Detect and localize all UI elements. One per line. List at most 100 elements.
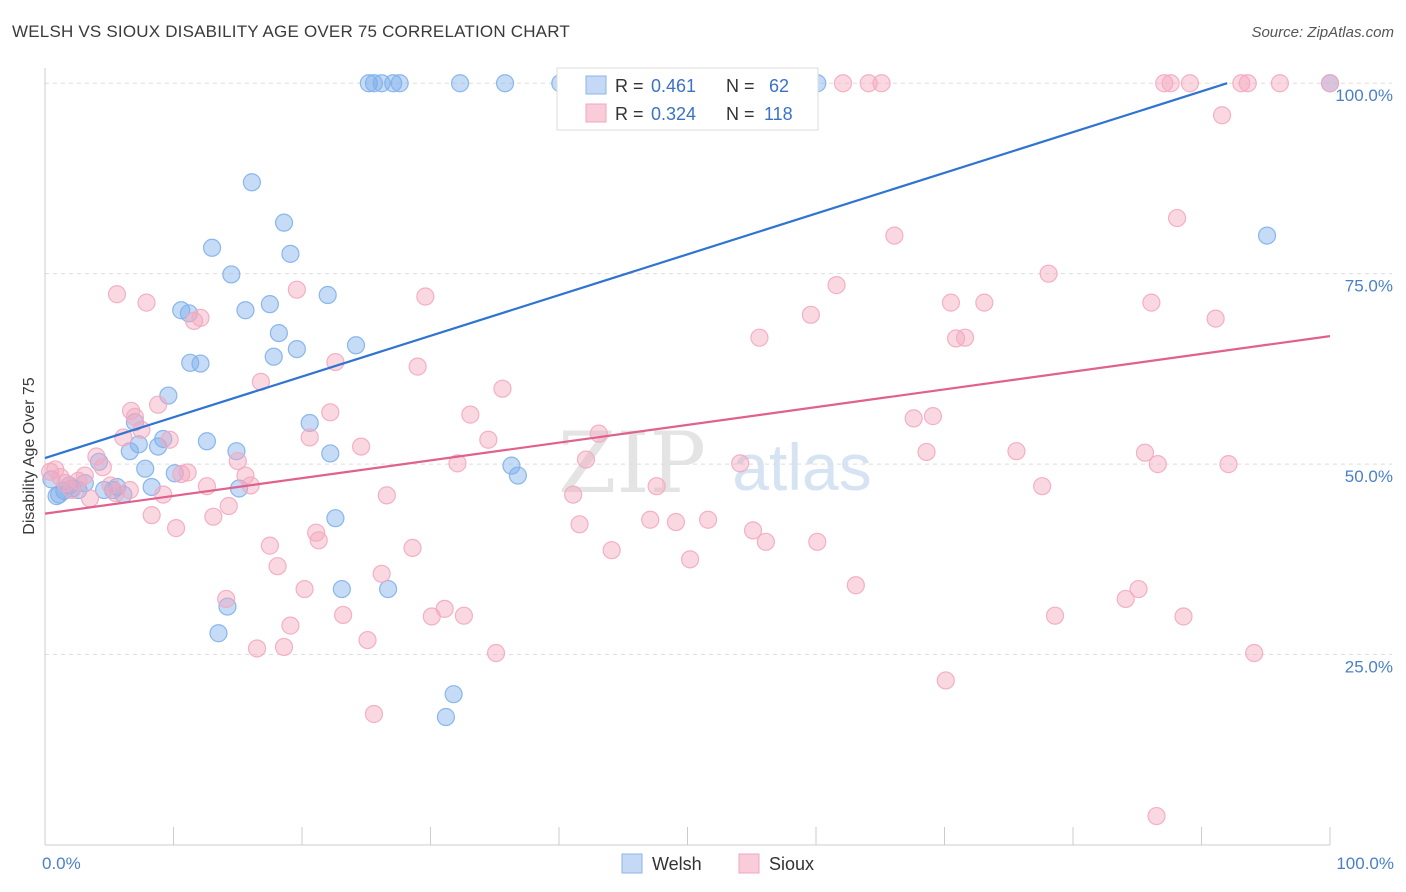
point-sioux-80 xyxy=(756,532,775,551)
bottom-legend-swatch-welsh xyxy=(621,853,643,874)
point-sioux-109 xyxy=(1167,208,1187,228)
point-sioux-41 xyxy=(287,280,306,299)
point-welsh-61 xyxy=(1257,226,1277,245)
source-label: Source: ZipAtlas.com xyxy=(1251,24,1394,41)
point-sioux-24 xyxy=(172,464,191,484)
point-welsh-16 xyxy=(136,459,155,478)
point-sioux-20 xyxy=(148,395,168,414)
point-sioux-18 xyxy=(137,293,156,312)
y-tick-label-75: 75.0% xyxy=(1345,277,1393,296)
point-sioux-45 xyxy=(309,531,328,550)
point-sioux-9 xyxy=(93,458,112,477)
point-sioux-72 xyxy=(647,477,666,496)
watermark-zip: ZIP xyxy=(558,414,706,512)
point-sioux-71 xyxy=(641,510,660,529)
point-sioux-113 xyxy=(1212,106,1232,125)
point-sioux-97 xyxy=(1007,442,1026,461)
point-sioux-14 xyxy=(120,480,139,500)
point-welsh-54 xyxy=(444,685,463,704)
point-welsh-25 xyxy=(191,354,210,373)
point-welsh-56 xyxy=(495,74,515,93)
y-tick-label-50: 50.0% xyxy=(1345,467,1393,486)
point-welsh-15 xyxy=(129,435,148,454)
point-sioux-23 xyxy=(166,519,186,538)
point-sioux-104 xyxy=(1142,293,1161,312)
point-welsh-33 xyxy=(236,301,255,320)
y-tick-label-100: 100.0% xyxy=(1335,86,1393,105)
point-sioux-58 xyxy=(435,599,454,618)
point-sioux-103 xyxy=(1135,443,1155,462)
point-sioux-68 xyxy=(589,424,608,443)
bottom-legend-label-welsh: Welsh xyxy=(652,854,702,874)
point-sioux-63 xyxy=(486,643,506,663)
point-sioux-43 xyxy=(300,428,319,447)
point-sioux-118 xyxy=(1270,74,1289,93)
point-welsh-24 xyxy=(181,353,200,372)
point-sioux-32 xyxy=(228,451,247,471)
point-sioux-60 xyxy=(454,606,474,625)
correlation-legend: R = 0.461 N = 62 R = 0.324 N = 118 xyxy=(556,67,819,131)
point-sioux-4 xyxy=(62,480,82,500)
point-sioux-11 xyxy=(106,483,125,503)
trend-line-sioux xyxy=(44,335,1331,515)
point-sioux-13 xyxy=(114,428,133,447)
point-sioux-51 xyxy=(364,704,384,724)
point-sioux-79 xyxy=(750,328,769,347)
gridlines xyxy=(45,82,1392,656)
point-sioux-27 xyxy=(191,308,210,327)
point-welsh-57 xyxy=(502,456,521,475)
point-sioux-96 xyxy=(975,293,994,312)
point-welsh-37 xyxy=(269,323,288,343)
point-sioux-92 xyxy=(936,671,955,690)
point-sioux-29 xyxy=(204,507,223,526)
point-sioux-86 xyxy=(859,74,878,93)
point-sioux-84 xyxy=(833,74,853,93)
series-legend: Welsh Sioux xyxy=(621,853,814,874)
point-sioux-112 xyxy=(1206,309,1225,328)
y-tick-label-25: 25.0% xyxy=(1345,658,1393,677)
point-sioux-102 xyxy=(1129,579,1148,599)
point-welsh-58 xyxy=(508,466,527,485)
point-sioux-75 xyxy=(680,550,700,569)
point-sioux-110 xyxy=(1174,607,1193,626)
point-sioux-62 xyxy=(479,430,498,449)
point-sioux-119 xyxy=(1320,74,1340,93)
point-sioux-101 xyxy=(1116,589,1135,609)
point-sioux-37 xyxy=(260,536,279,555)
legend-r-value-sioux: 0.324 xyxy=(651,104,696,124)
point-welsh-45 xyxy=(332,579,351,599)
point-welsh-20 xyxy=(159,386,178,405)
point-welsh-51 xyxy=(384,74,403,93)
legend-n-label-welsh: N = xyxy=(726,76,755,96)
point-welsh-19 xyxy=(154,429,173,449)
chart-title: WELSH VS SIOUX DISABILITY AGE OVER 75 CO… xyxy=(12,22,570,41)
point-sioux-78 xyxy=(743,521,763,540)
legend-r-label-sioux: R = xyxy=(615,104,644,124)
point-sioux-46 xyxy=(321,403,340,422)
point-sioux-116 xyxy=(1238,74,1257,93)
bottom-legend-label-sioux: Sioux xyxy=(769,854,814,874)
y-tick-labels: 25.0% 50.0% 75.0% 100.0% xyxy=(1335,86,1393,676)
point-sioux-111 xyxy=(1180,74,1200,93)
point-sioux-38 xyxy=(268,557,287,576)
point-sioux-82 xyxy=(808,532,827,551)
point-sioux-99 xyxy=(1039,264,1058,283)
point-sioux-31 xyxy=(219,496,238,516)
point-welsh-48 xyxy=(364,74,384,93)
point-sioux-64 xyxy=(493,379,512,398)
point-sioux-87 xyxy=(872,74,891,93)
legend-n-value-sioux: 118 xyxy=(764,104,793,124)
point-sioux-59 xyxy=(448,454,467,473)
point-sioux-48 xyxy=(334,605,353,625)
legend-n-value-welsh: 62 xyxy=(769,76,789,96)
point-sioux-105 xyxy=(1147,806,1166,826)
point-sioux-88 xyxy=(885,226,904,245)
point-welsh-39 xyxy=(281,244,300,263)
point-sioux-91 xyxy=(923,407,943,426)
legend-n-label-sioux: N = xyxy=(726,104,755,124)
x-ticks xyxy=(44,827,1331,845)
point-sioux-6 xyxy=(75,466,94,485)
point-welsh-42 xyxy=(318,285,337,305)
trend-lines xyxy=(44,82,1331,515)
point-welsh-41 xyxy=(300,413,319,433)
